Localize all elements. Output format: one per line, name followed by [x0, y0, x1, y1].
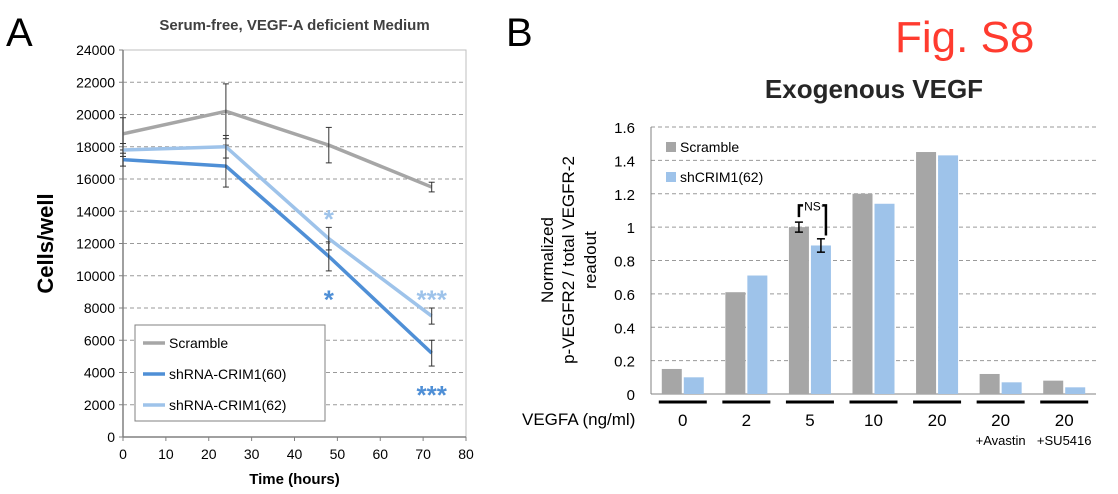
bar-shcrim1-6 [1065, 387, 1086, 394]
x-axis-label: Time (hours) [249, 471, 340, 488]
x-tick-label: 50 [330, 446, 346, 462]
y-tick-label: 1.4 [614, 153, 635, 170]
y-axis-label: Cells/well [33, 193, 58, 293]
bar-scramble-4 [916, 152, 937, 394]
y-axis-label: Normalized [538, 217, 557, 303]
x-tick-label: 80 [458, 446, 474, 462]
bar-shcrim1-5 [1001, 382, 1022, 394]
y-tick-label: 24000 [76, 42, 115, 58]
x-tick-label: 0 [119, 446, 127, 462]
category-label: 20 [1055, 411, 1074, 430]
bar-shcrim1-3 [874, 203, 895, 394]
bar-scramble-1 [725, 292, 746, 394]
y-tick-label: 1 [627, 220, 635, 237]
legend-label: shRNA-CRIM1(62) [169, 397, 286, 413]
legend-label: Scramble [169, 335, 228, 351]
bar-scramble-3 [852, 193, 873, 394]
category-label: 5 [805, 411, 814, 430]
bar-shcrim1-0 [683, 377, 704, 394]
significance-label: NS [804, 199, 821, 213]
y-tick-label: 22000 [76, 74, 115, 90]
chart-title: Exogenous VEGF [765, 74, 983, 104]
x-axis-label: VEGFA (ng/ml) [522, 410, 635, 429]
category-label: 20 [928, 411, 947, 430]
y-tick-label: 1.6 [614, 120, 635, 137]
y-tick-label: 4000 [84, 365, 115, 381]
category-sublabel: +SU5416 [1037, 433, 1092, 448]
y-tick-label: 6000 [84, 332, 115, 348]
significance-marker: * [324, 285, 335, 315]
series-line-2 [122, 145, 433, 318]
y-tick-label: 0 [627, 387, 635, 404]
y-tick-label: 18000 [76, 139, 115, 155]
legend-label: Scramble [680, 139, 739, 155]
category-label: 20 [991, 411, 1010, 430]
bar-scramble-0 [661, 368, 682, 394]
y-tick-label: 0.2 [614, 354, 635, 371]
y-tick-label: 1.2 [614, 187, 635, 204]
bar-shcrim1-4 [938, 155, 959, 394]
y-tick-label: 20000 [76, 107, 115, 123]
significance-marker: *** [417, 380, 448, 410]
panel-label-b: B [506, 11, 533, 55]
y-tick-label: 0.8 [614, 254, 635, 271]
legend-swatch [666, 172, 676, 182]
bar-scramble-5 [979, 373, 1000, 394]
series-line-0 [122, 109, 433, 189]
legend-label: shCRIM1(62) [680, 169, 763, 185]
category-sublabel: +Avastin [976, 433, 1026, 448]
x-tick-label: 30 [244, 446, 260, 462]
chart-title: Serum-free, VEGF-A deficient Medium [159, 17, 429, 34]
y-tick-label: 8000 [84, 300, 115, 316]
y-axis-label: readout [581, 231, 600, 289]
legend-box [134, 324, 326, 422]
figure-label: Fig. S8 [895, 13, 1034, 62]
category-label: 2 [742, 411, 751, 430]
bar-scramble-6 [1043, 380, 1064, 394]
panel-label-a: A [6, 11, 33, 55]
category-label: 10 [864, 411, 883, 430]
y-tick-label: 0.4 [614, 320, 635, 337]
series-line-1 [122, 157, 433, 355]
y-tick-label: 0 [107, 429, 115, 445]
x-tick-label: 20 [201, 446, 217, 462]
bar-shcrim1-2 [810, 245, 831, 394]
legend-swatch [666, 142, 676, 152]
y-tick-label: 16000 [76, 171, 115, 187]
bar-scramble-2 [788, 227, 809, 394]
category-label: 0 [678, 411, 687, 430]
bar-chart-exogenous-vegf: 0 0.2 0.4 0.6 0.8 1 1.2 1.4 1.6 Exogenous VEGF Nor… [522, 74, 1096, 448]
x-tick-label: 70 [415, 446, 431, 462]
y-tick-label: 0.6 [614, 287, 635, 304]
legend-label: shRNA-CRIM1(60) [169, 366, 286, 382]
y-tick-label: 10000 [76, 268, 115, 284]
y-tick-label: 14000 [76, 203, 115, 219]
y-tick-label: 12000 [76, 236, 115, 252]
line-chart-cells-per-well: 0 2000 4000 6000 8000 10000 12000 14000 16000 180… [33, 17, 474, 488]
significance-bracket [797, 204, 828, 236]
bar-shcrim1-1 [747, 275, 768, 394]
y-axis-label: p-VEGFR2 / total VEGFR-2 [559, 156, 578, 364]
significance-marker: *** [417, 285, 448, 315]
x-tick-label: 10 [158, 446, 174, 462]
x-tick-label: 60 [372, 446, 388, 462]
x-tick-label: 40 [287, 446, 303, 462]
y-tick-label: 2000 [84, 397, 115, 413]
significance-marker: * [324, 204, 335, 234]
